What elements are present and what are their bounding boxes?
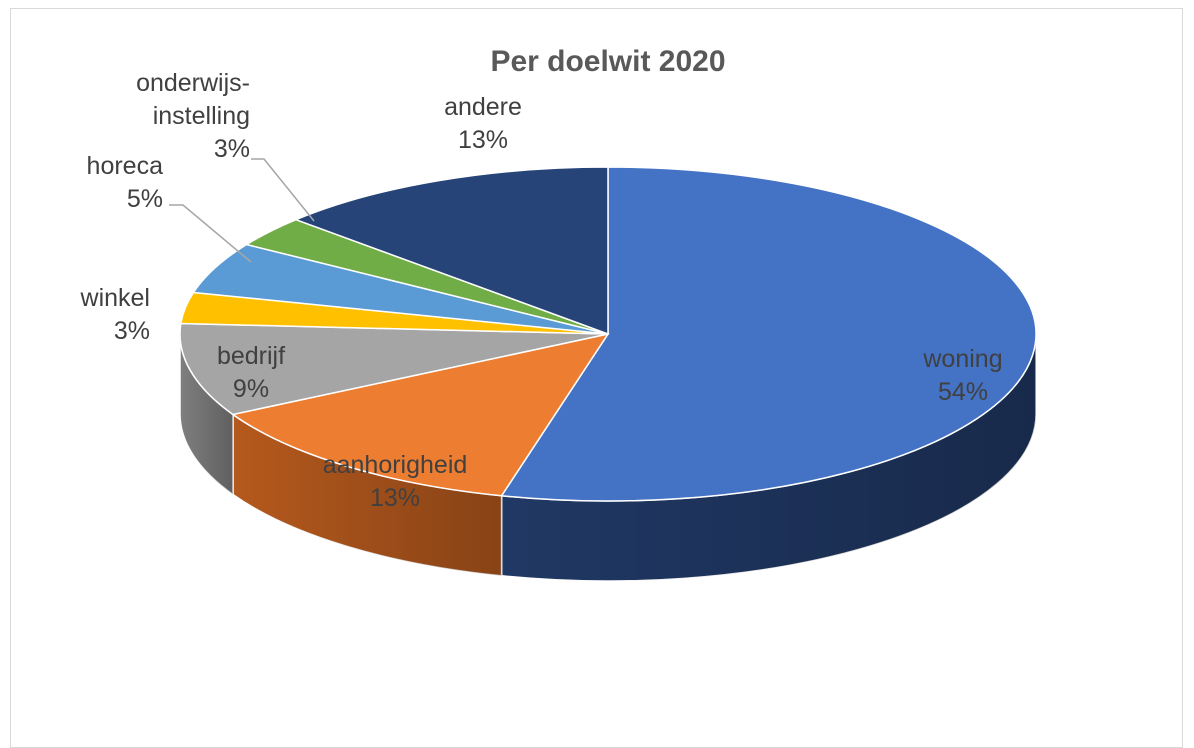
data-label-winkel: winkel — [80, 284, 150, 312]
data-label-woning: woning — [922, 345, 1002, 373]
data-label-andere: andere — [444, 93, 522, 121]
slice-side-woning-shade — [501, 334, 1036, 582]
slice-woning[interactable] — [500, 166, 1037, 502]
data-label-percent-aanhorigheid: 13% — [370, 484, 420, 512]
data-label-percent-bedrijf: 9% — [233, 375, 269, 403]
pie-slices — [179, 166, 1037, 502]
leader-line-horeca — [169, 204, 252, 263]
chart-frame: Per doelwit 2020 woning 54% aanhorigheid 13… — [10, 8, 1183, 748]
data-label-horeca: horeca — [87, 152, 164, 180]
data-label-percent-woning: 54% — [938, 378, 988, 406]
data-label-percent-onderwijs-instelling: 3% — [214, 135, 250, 163]
slice-bedrijf[interactable] — [179, 322, 609, 416]
data-label-percent-winkel: 3% — [114, 317, 150, 345]
pie-sides — [179, 333, 1037, 582]
slice-side-aanhorigheid-shade — [232, 414, 502, 576]
leader-lines — [169, 158, 315, 263]
data-label-percent-andere: 13% — [458, 126, 508, 154]
data-label-onderwijs-instelling: onderwijs- — [136, 69, 250, 97]
data-label-onderwijs-instelling: instelling — [153, 102, 250, 130]
slice-aanhorigheid[interactable] — [231, 332, 610, 497]
data-label-aanhorigheid: aanhorigheid — [323, 451, 468, 479]
slice-andere[interactable] — [293, 166, 609, 336]
pie-chart: Per doelwit 2020 woning 54% aanhorigheid 13… — [80, 45, 1037, 582]
slice-side-bedrijf-shade — [180, 334, 233, 495]
data-label-bedrijf: bedrijf — [217, 342, 285, 370]
chart-title: Per doelwit 2020 — [490, 45, 725, 78]
data-label-percent-horeca: 5% — [127, 185, 163, 213]
data-labels: woning 54% aanhorigheid 13% bedrijf 9% winkel 3… — [80, 69, 1003, 512]
leader-line-onderwijs-instelling — [251, 158, 315, 222]
